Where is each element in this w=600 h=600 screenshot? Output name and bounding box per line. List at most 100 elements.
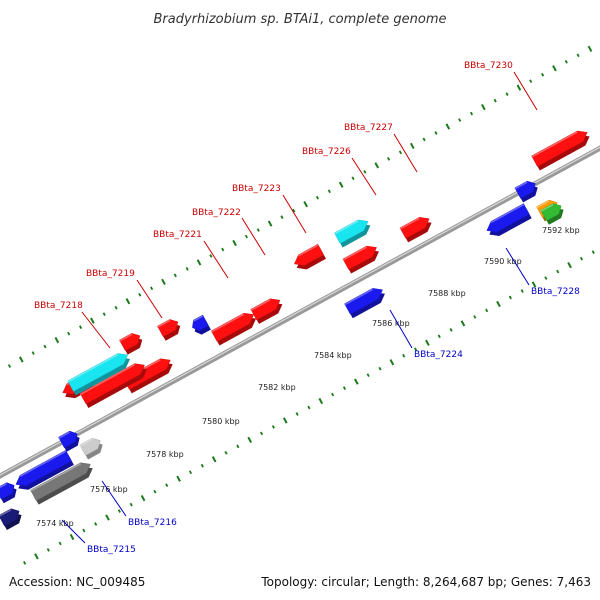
tick-mark	[244, 234, 248, 239]
tick-label: 7592 kbp	[542, 226, 580, 235]
tick-label: 7578 kbp	[146, 450, 184, 459]
map-title: Bradyrhizobium sp. BTAi1, complete genom…	[153, 12, 446, 27]
tick-mark	[94, 522, 98, 526]
tick-mark	[200, 463, 204, 468]
tick-mark	[327, 189, 331, 194]
tick-mark	[567, 262, 572, 269]
tick-mark	[564, 59, 568, 64]
tick-mark	[354, 378, 359, 385]
gene-arrow-highlight	[536, 200, 550, 209]
gene-arrow-highlight	[67, 353, 119, 383]
gene-label-bbta_7226: BBta_7226	[302, 147, 377, 196]
tick-mark	[280, 215, 284, 219]
gene-arrow-face	[250, 298, 281, 321]
tick-mark	[224, 450, 228, 455]
gene-arrow-face	[294, 243, 324, 266]
tick-mark	[165, 483, 169, 488]
tick-mark	[437, 334, 441, 339]
tick-mark	[185, 267, 189, 271]
tick-mark	[161, 278, 166, 285]
tick-mark	[402, 353, 406, 358]
leader-line	[513, 71, 538, 111]
leader-line	[81, 311, 111, 349]
tick-mark	[449, 328, 453, 332]
tick-mark	[556, 269, 560, 274]
backbone-line	[0, 145, 600, 479]
gene-arrow	[294, 243, 326, 270]
gene-arrow-highlight	[514, 181, 528, 190]
tick-mark	[460, 320, 466, 327]
tick-label: 7590 kbp	[484, 257, 522, 266]
gene-arrow	[342, 245, 379, 274]
gene-label-bbta_7227: BBta_7227	[344, 123, 418, 173]
tick-mark	[105, 514, 110, 521]
tick-mark	[508, 295, 512, 300]
leader-line	[241, 217, 266, 256]
tick-mark	[140, 495, 146, 502]
tick-mark	[520, 289, 524, 293]
gene-arrow-highlight	[79, 438, 93, 447]
gene-arrow-face	[486, 203, 530, 233]
gene-arrow-highlight	[30, 463, 81, 492]
leader-line	[351, 157, 377, 196]
gene-arrow-face	[342, 245, 377, 270]
gene-arrow-highlight	[58, 431, 70, 439]
tick-label: 7580 kbp	[202, 417, 240, 426]
tick-mark	[398, 150, 402, 155]
tick-mark	[351, 176, 355, 181]
tick-mark	[434, 131, 438, 135]
tick-mark	[259, 431, 264, 436]
gene-arrow	[334, 219, 371, 248]
tick-label: 7586 kbp	[372, 319, 410, 328]
tick-mark	[342, 386, 347, 390]
tick-mark	[54, 336, 60, 344]
gene-label-bbta_7230: BBta_7230	[464, 61, 538, 111]
gene-label-bbta_7224: BBta_7224	[389, 309, 463, 360]
gene-arrow-highlight	[193, 315, 204, 322]
tick-mark	[485, 308, 489, 313]
tick-mark	[295, 412, 299, 416]
tick-mark	[481, 103, 486, 111]
tick-mark	[173, 273, 177, 278]
tick-mark	[458, 118, 462, 122]
gene-arrow-highlight	[342, 246, 368, 261]
tick-mark	[267, 220, 273, 227]
tick-mark	[129, 502, 133, 507]
gene-arrow	[58, 430, 80, 452]
tick-mark	[31, 351, 35, 355]
gene-arrow-highlight	[399, 217, 420, 230]
tick-mark	[366, 373, 370, 377]
tick-mark	[221, 247, 225, 252]
gene-arrow-highlight	[0, 482, 7, 489]
gene-arrow-face	[531, 130, 588, 167]
gene-label-bbta_7219: BBta_7219	[86, 269, 163, 319]
leader-line	[101, 480, 127, 517]
gene-arrow-face	[15, 450, 72, 487]
tick-mark	[422, 137, 426, 142]
tick-mark	[445, 123, 451, 130]
gene-label-bbta_7215: BBta_7215	[61, 519, 136, 555]
tick-mark	[587, 45, 593, 52]
gene-arrow-highlight	[344, 288, 374, 306]
leader-line	[505, 247, 530, 286]
tick-mark	[150, 286, 154, 291]
tick-mark	[69, 533, 75, 541]
gene-arrow	[210, 312, 257, 346]
gene-label-bbta_7222: BBta_7222	[192, 208, 266, 256]
tick-mark	[387, 157, 391, 161]
gene-arrow-highlight	[531, 131, 578, 158]
gene-label-bbta_7218: BBta_7218	[34, 301, 111, 349]
genome-summary-text: Topology: circular; Length: 8,264,687 bp…	[260, 575, 591, 589]
gene-arrow	[79, 363, 147, 408]
tick-mark	[591, 250, 595, 255]
tick-mark	[7, 364, 12, 368]
gene-arrow	[192, 314, 211, 335]
accession-text: Accession: NC_009485	[9, 575, 145, 589]
gene-arrow-highlight	[334, 220, 359, 235]
tick-mark	[469, 111, 474, 116]
gene-arrow	[157, 319, 181, 341]
tick-mark	[18, 356, 24, 363]
leader-line	[393, 133, 418, 173]
gene-arrow-face	[30, 462, 91, 501]
